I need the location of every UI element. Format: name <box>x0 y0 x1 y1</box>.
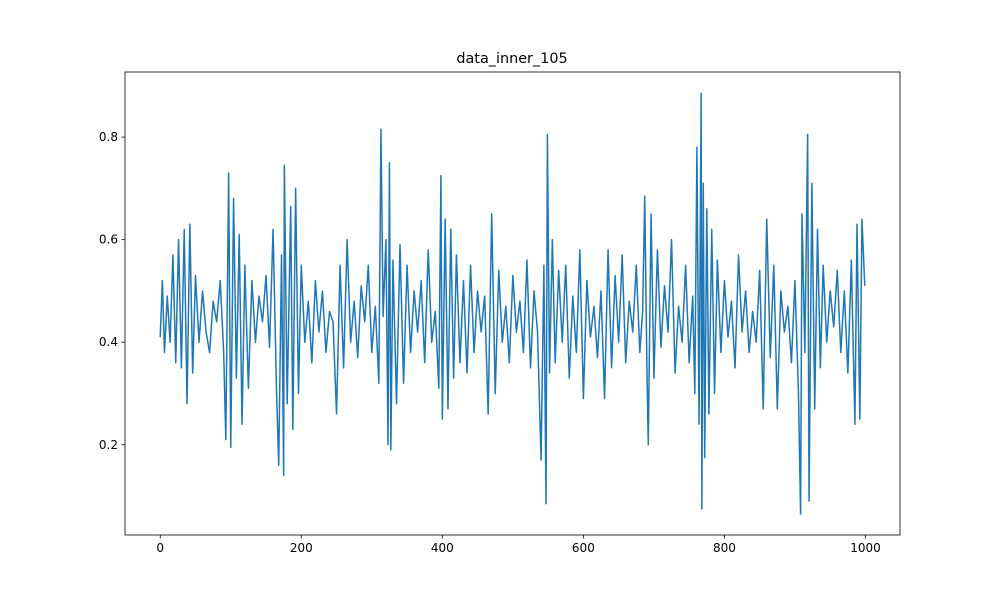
y-tick-label: 0.4 <box>99 335 118 349</box>
chart-title: data_inner_105 <box>456 51 567 67</box>
y-tick-label: 0.8 <box>99 130 118 144</box>
y-tick-label: 0.6 <box>99 233 118 247</box>
x-tick-label: 1000 <box>850 541 881 555</box>
data-line <box>159 92 866 515</box>
x-tick-label: 600 <box>572 541 595 555</box>
x-tick-label: 400 <box>431 541 454 555</box>
x-tick-label: 0 <box>156 541 164 555</box>
plot-frame <box>124 71 901 536</box>
x-tick-label: 200 <box>290 541 313 555</box>
x-tick-label: 800 <box>713 541 736 555</box>
y-tick-label: 0.2 <box>99 438 118 452</box>
